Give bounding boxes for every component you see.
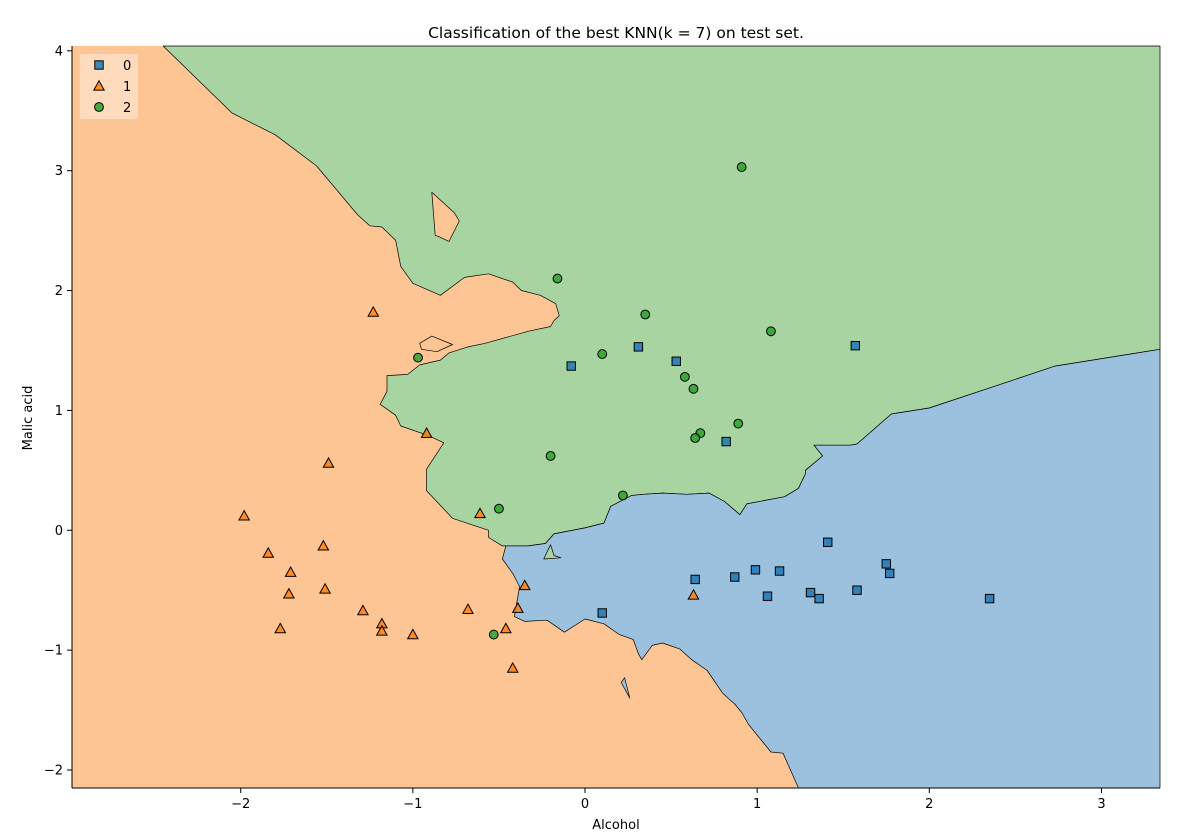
point-class-0 (774, 566, 785, 576)
point-class-1 (274, 622, 287, 634)
y-tick-label: 2 (55, 284, 63, 299)
point-class-0 (823, 537, 833, 547)
point-class-0 (633, 342, 644, 352)
point-class-1 (317, 539, 330, 551)
y-axis-title: Malic acid (21, 386, 36, 451)
point-class-2 (690, 433, 701, 443)
x-tick-label: −1 (403, 797, 422, 812)
axes: −2 −1 0 1 2 3 −2 −1 0 1 2 3 4 (44, 44, 1160, 812)
decision-regions (162, 45, 1161, 789)
point-class-2 (597, 349, 608, 359)
point-class-0 (885, 568, 895, 579)
point-class-0 (721, 436, 731, 447)
legend-box (80, 54, 138, 119)
region-island-class-1 (419, 335, 453, 353)
region-island-class-2 (543, 544, 562, 560)
point-class-1 (461, 603, 474, 615)
point-class-2 (552, 273, 563, 284)
x-tick-label: 2 (925, 797, 933, 812)
point-class-1 (406, 628, 419, 640)
point-class-2 (545, 451, 556, 461)
region-island-class-1 (431, 191, 460, 242)
x-tick-label: 1 (753, 797, 761, 812)
chart-title: Classification of the best KNN(k = 7) on… (428, 24, 804, 42)
legend-marker-class-2 (94, 102, 104, 112)
data-points (238, 162, 995, 673)
point-class-2 (679, 371, 690, 382)
point-class-1 (420, 426, 433, 438)
point-class-2 (494, 503, 504, 514)
plot-area (72, 45, 1161, 789)
point-class-0 (671, 356, 681, 366)
y-tick-label: 4 (55, 44, 63, 59)
point-class-2 (733, 418, 744, 429)
point-class-0 (597, 608, 607, 618)
point-class-0 (881, 559, 891, 569)
point-class-1 (319, 582, 332, 594)
legend-label: 1 (123, 80, 131, 95)
point-class-1 (282, 587, 295, 599)
x-tick-label: 3 (1097, 797, 1105, 812)
point-class-1 (238, 509, 251, 521)
point-class-2 (617, 490, 628, 501)
y-tick-label: 1 (55, 404, 63, 419)
point-class-2 (688, 383, 699, 394)
point-class-1 (367, 305, 380, 317)
point-class-0 (852, 585, 862, 595)
region-class-0 (502, 348, 1161, 789)
point-class-0 (690, 574, 700, 585)
point-class-1 (262, 546, 275, 558)
point-class-1 (284, 566, 297, 577)
y-tick-label: 3 (55, 164, 63, 179)
point-class-1 (518, 579, 531, 591)
point-class-1 (473, 507, 487, 519)
region-island-class-0 (620, 677, 631, 699)
point-class-0 (805, 587, 816, 598)
point-class-1 (356, 604, 369, 616)
point-class-0 (984, 593, 995, 604)
y-tick-label: 0 (55, 524, 63, 539)
point-class-1 (687, 588, 700, 600)
point-class-2 (736, 162, 747, 172)
point-class-2 (640, 309, 651, 320)
point-class-2 (766, 326, 776, 337)
point-class-1 (506, 661, 519, 673)
x-tick-label: 0 (581, 797, 589, 812)
point-class-2 (488, 629, 499, 640)
legend-label: 0 (123, 59, 131, 74)
point-class-1 (511, 601, 524, 613)
point-class-0 (814, 593, 824, 604)
legend-marker-class-1 (92, 79, 106, 91)
point-class-0 (762, 591, 773, 601)
point-class-0 (850, 340, 860, 351)
point-class-2 (413, 352, 423, 363)
legend: 0 1 2 (80, 54, 138, 119)
point-class-1 (375, 624, 388, 636)
point-class-1 (322, 456, 335, 468)
x-axis-title: Alcohol (592, 818, 639, 833)
x-tick-label: −2 (231, 797, 250, 812)
y-tick-label: −2 (44, 764, 63, 779)
point-class-0 (750, 565, 761, 575)
point-class-1 (499, 622, 512, 634)
legend-marker-class-0 (94, 60, 104, 70)
point-class-0 (730, 572, 740, 582)
y-tick-label: −1 (44, 644, 63, 659)
point-class-0 (566, 361, 576, 371)
legend-label: 2 (123, 101, 131, 116)
